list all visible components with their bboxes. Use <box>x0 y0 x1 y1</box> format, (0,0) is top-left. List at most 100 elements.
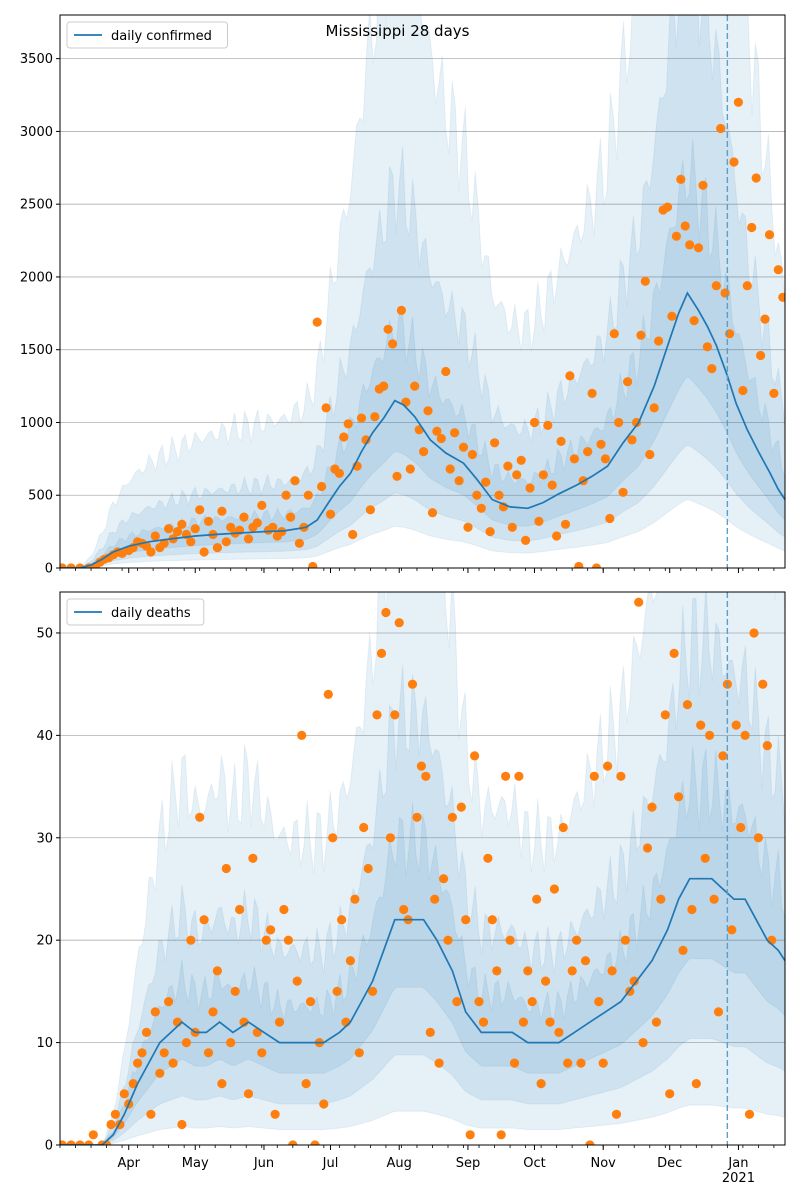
data-point <box>310 1140 320 1145</box>
data-point <box>541 976 551 986</box>
data-point <box>569 454 580 464</box>
data-point <box>427 508 438 518</box>
data-point <box>616 771 626 781</box>
data-point <box>439 874 449 884</box>
data-point <box>203 516 214 527</box>
data-point <box>261 935 271 945</box>
data-point <box>744 1109 755 1119</box>
uncertainty-band <box>60 592 785 1145</box>
data-point <box>66 1140 76 1145</box>
data-point <box>662 202 673 212</box>
x-tick-label: Nov <box>591 1156 617 1171</box>
data-point <box>552 531 562 541</box>
data-point <box>150 1007 160 1017</box>
data-point <box>172 527 183 537</box>
data-point <box>164 524 174 534</box>
data-point <box>146 547 156 557</box>
data-point <box>463 522 473 532</box>
data-point <box>312 317 322 327</box>
data-point <box>279 904 289 915</box>
data-point <box>350 894 360 904</box>
legend-box <box>66 21 228 49</box>
data-point <box>430 894 440 904</box>
y-tick-label: 2500 <box>20 198 53 213</box>
y-tick-label: 3500 <box>20 52 53 67</box>
data-point <box>676 174 686 184</box>
data-point <box>665 1089 675 1099</box>
data-point <box>634 597 644 607</box>
data-point <box>543 420 553 430</box>
uncertainty-band <box>60 592 785 1145</box>
data-point <box>458 442 469 452</box>
data-point <box>345 956 355 966</box>
data-point <box>594 997 604 1007</box>
data-point <box>472 490 482 500</box>
data-point <box>563 1058 573 1068</box>
data-point <box>133 1058 143 1068</box>
data-point <box>514 771 524 781</box>
data-point <box>516 455 526 465</box>
data-point <box>252 518 262 528</box>
data-point <box>354 1048 364 1058</box>
data-point <box>465 1130 475 1140</box>
data-point <box>436 433 446 444</box>
data-point <box>629 976 639 986</box>
y-tick-label: 40 <box>36 729 53 744</box>
uncertainty-band <box>60 746 785 1145</box>
data-point <box>596 439 606 449</box>
data-point <box>128 1079 138 1089</box>
data-point <box>554 1027 564 1037</box>
y-tick-label: 2000 <box>20 270 53 285</box>
data-point <box>181 1038 191 1048</box>
data-point <box>476 503 486 513</box>
data-point <box>421 771 431 781</box>
data-point <box>361 435 371 445</box>
data-point <box>226 1038 236 1048</box>
data-point <box>747 222 757 233</box>
data-point <box>186 935 196 945</box>
data-point <box>674 792 684 802</box>
data-point <box>297 730 307 741</box>
data-point <box>638 1038 648 1048</box>
data-point <box>243 534 254 544</box>
data-point <box>572 935 582 945</box>
data-point <box>290 476 300 486</box>
data-point <box>523 966 533 976</box>
data-point <box>376 648 387 659</box>
data-point <box>505 935 515 945</box>
data-point <box>751 173 761 183</box>
data-point <box>407 679 418 689</box>
data-point <box>742 281 752 291</box>
data-point <box>591 563 602 568</box>
x-tick-label: Jul <box>322 1156 339 1171</box>
data-point <box>372 710 382 720</box>
data-point <box>292 976 302 986</box>
data-point <box>270 1109 280 1119</box>
data-point <box>589 771 599 781</box>
data-point <box>696 720 706 730</box>
data-point <box>239 512 249 522</box>
data-point <box>532 894 542 904</box>
data-point <box>778 292 785 302</box>
data-point <box>651 1017 662 1027</box>
data-point <box>623 377 633 387</box>
data-point <box>736 822 746 833</box>
data-point <box>627 435 637 445</box>
data-point <box>705 730 715 741</box>
data-point <box>669 648 679 659</box>
data-point <box>443 935 453 945</box>
data-point <box>649 403 659 413</box>
data-point <box>654 336 664 346</box>
data-point <box>636 330 646 340</box>
data-point <box>713 1007 724 1017</box>
data-point <box>60 1140 67 1145</box>
data-point <box>764 230 775 240</box>
data-point <box>645 449 655 460</box>
data-point <box>545 1017 555 1027</box>
uncertainty-band <box>60 15 785 568</box>
data-point <box>529 417 540 428</box>
y-tick-label: 1000 <box>20 416 53 431</box>
data-point <box>693 243 704 253</box>
y-tick-label: 10 <box>36 1036 53 1051</box>
data-point <box>607 966 617 976</box>
